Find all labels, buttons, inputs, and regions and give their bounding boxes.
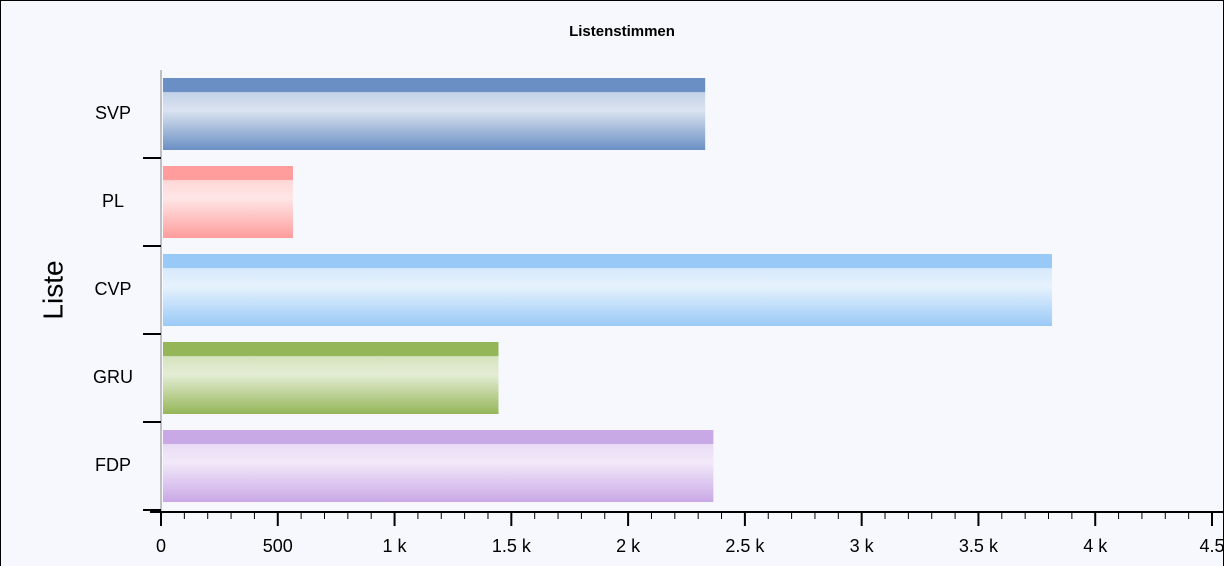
x-tick-label: 1.5 k [492, 536, 532, 556]
x-tick-label: 3.5 k [959, 536, 999, 556]
y-tick-label: SVP [95, 103, 131, 123]
y-tick-label: GRU [93, 367, 133, 387]
x-tick-label: 1 k [383, 536, 408, 556]
bar [163, 166, 293, 238]
chart-title: Listenstimmen [569, 23, 675, 40]
bar [163, 78, 706, 150]
bar [163, 430, 714, 502]
y-tick-label: FDP [95, 455, 131, 475]
y-tick-label: PL [102, 191, 124, 211]
x-tick-label: 500 [263, 536, 293, 556]
x-tick-label: 3 k [850, 536, 875, 556]
x-tick-label: 2 k [616, 536, 641, 556]
x-tick-label: 4 k [1083, 536, 1108, 556]
y-tick-label: CVP [94, 279, 131, 299]
bar [163, 254, 1053, 326]
x-tick-label: 2.5 k [725, 536, 765, 556]
x-tick-label: 0 [156, 536, 166, 556]
bar [163, 342, 499, 414]
y-axis-label: Liste [37, 260, 68, 319]
x-tick-label: 4.5 [1199, 536, 1224, 556]
